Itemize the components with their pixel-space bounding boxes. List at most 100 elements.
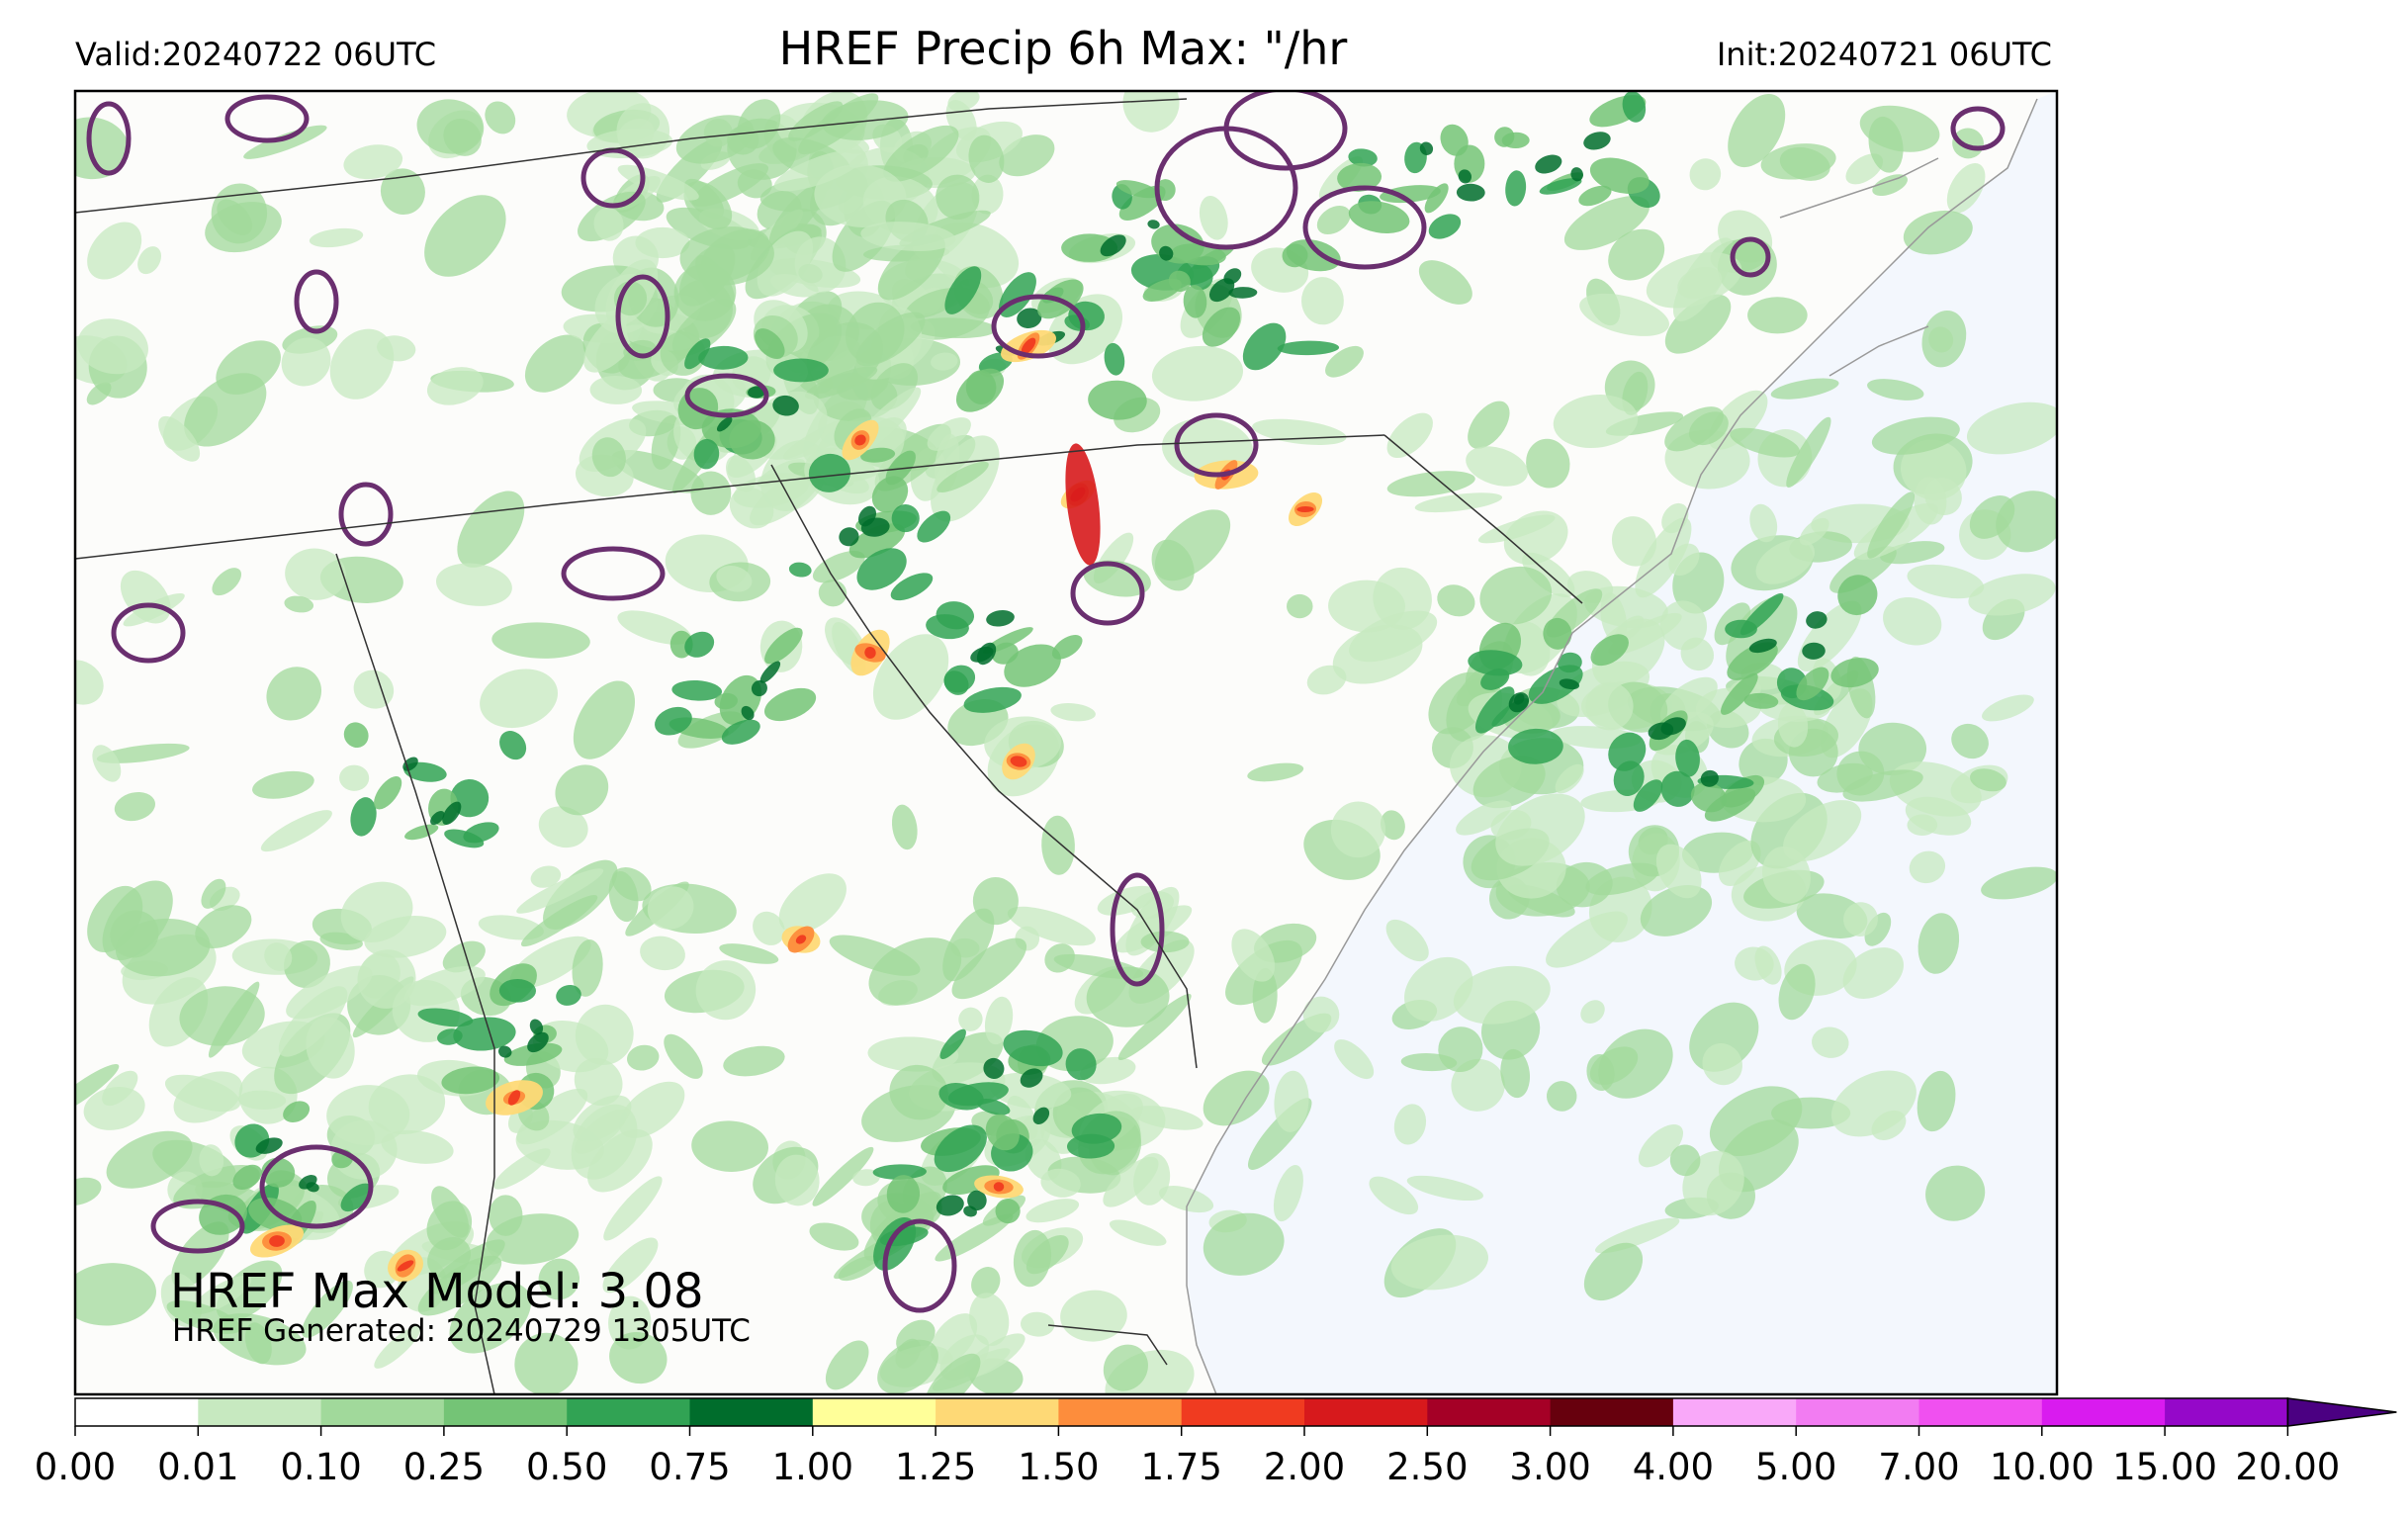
precip-cell — [1296, 505, 1314, 513]
colorbar-segment — [1058, 1398, 1183, 1426]
generated-label: HREF Generated: 20240729 1305UTC — [172, 1313, 751, 1349]
precip-cell — [1675, 739, 1700, 777]
precip-cell — [1004, 644, 1061, 687]
precip-cell — [854, 434, 866, 446]
precip-cell — [984, 996, 1014, 1045]
precip-cell — [885, 450, 916, 486]
precip-cell — [212, 568, 242, 596]
precip-cell — [938, 1082, 984, 1111]
colorbar-segment — [1550, 1398, 1674, 1426]
precip-cell — [1721, 672, 1758, 715]
precip-cell — [1812, 1026, 1849, 1058]
precip-cell — [1500, 1048, 1531, 1099]
precip-cell — [1393, 1104, 1427, 1145]
precip-cell — [927, 417, 971, 451]
precip-cell — [969, 1293, 1010, 1346]
precip-cell — [1140, 931, 1190, 953]
precip-cell — [524, 334, 586, 393]
state-border-east — [1383, 434, 1583, 604]
precip-cell — [924, 1353, 981, 1394]
coastline — [1186, 98, 2038, 1394]
precip-cell — [1640, 885, 1713, 937]
precip-cell — [723, 1045, 785, 1077]
precip-cell — [171, 1221, 229, 1289]
precip-cell — [1071, 1113, 1122, 1144]
precip-cell — [759, 661, 781, 683]
precip-cell — [1501, 132, 1530, 149]
precip-cell — [543, 859, 618, 930]
precip-cell — [1845, 153, 1884, 185]
precip-cell — [1103, 1344, 1148, 1391]
precip-cell — [603, 1176, 663, 1241]
precip-cell — [380, 168, 425, 216]
precip-cell — [435, 563, 512, 606]
precip-cell — [1456, 800, 1512, 836]
precip-cell — [1017, 308, 1042, 328]
precip-cell — [266, 667, 322, 721]
precip-cell — [1837, 575, 1878, 616]
contour-ring — [224, 94, 310, 143]
precip-cell — [428, 1239, 505, 1294]
contour-ring — [150, 1199, 245, 1254]
precip-cell — [426, 367, 484, 405]
precip-cell — [984, 716, 1062, 770]
precip-cell — [985, 1114, 1020, 1151]
precip-cell — [1183, 285, 1207, 318]
precip-cell — [883, 125, 959, 182]
precip-cell — [616, 103, 670, 159]
precip-cell — [309, 227, 364, 248]
precip-cell — [1187, 264, 1213, 291]
precip-cell — [963, 686, 1022, 713]
precip-cell — [868, 937, 962, 1006]
precip-cell — [123, 592, 185, 627]
precip-cell — [1921, 310, 1967, 368]
precip-cell — [1369, 1176, 1419, 1215]
precip-cell — [1122, 91, 1180, 133]
precip-cell — [1380, 185, 1441, 204]
precip-cell — [1925, 1165, 1986, 1221]
precip-cell — [1466, 446, 1528, 487]
precip-cell — [871, 476, 909, 513]
precip-cell — [285, 548, 346, 600]
contour-ring — [1223, 91, 1348, 171]
precip-cell — [848, 523, 906, 559]
precip-cell — [1553, 395, 1639, 449]
precip-cell — [343, 144, 403, 180]
precip-cell — [1334, 1039, 1375, 1080]
colorbar-segment — [2041, 1398, 2166, 1426]
precip-cell — [1638, 1123, 1684, 1168]
precip-cell — [1010, 756, 1027, 767]
precip-cell — [934, 1124, 987, 1173]
colorbar-tick-label: 1.75 — [1140, 1446, 1222, 1488]
precip-cell — [1302, 996, 1340, 1033]
precip-cell — [1274, 1070, 1309, 1132]
precip-cell — [1273, 1164, 1303, 1222]
precip-cell — [208, 981, 260, 1058]
precip-cell — [1041, 815, 1075, 875]
precip-cell — [1390, 1234, 1488, 1291]
precip-cell — [1203, 1212, 1285, 1276]
precip-cell — [1316, 206, 1351, 235]
colorbar-segment — [2165, 1398, 2288, 1426]
precip-cell — [877, 233, 945, 301]
precip-cell — [216, 340, 281, 395]
precip-cell — [92, 745, 122, 782]
contour-ring — [580, 147, 646, 209]
state-border-north — [75, 98, 1188, 214]
contour-ring — [882, 1218, 957, 1313]
precip-cell — [497, 1045, 512, 1058]
precip-cell — [232, 1164, 262, 1191]
precip-cell — [1231, 929, 1276, 982]
precip-cell — [1406, 1175, 1483, 1202]
precip-cell — [729, 419, 775, 460]
precip-cell — [1633, 779, 1663, 812]
precip-cell — [1154, 179, 1176, 201]
precip-cell — [1348, 148, 1378, 167]
colorbar-extend-arrow — [2286, 1397, 2397, 1427]
precip-cell — [1830, 1070, 1917, 1137]
precip-cell — [1660, 770, 1695, 807]
precip-cell — [357, 949, 416, 1009]
precip-cell — [489, 1195, 523, 1236]
precip-cell — [664, 1033, 703, 1079]
precip-cell — [647, 886, 694, 930]
